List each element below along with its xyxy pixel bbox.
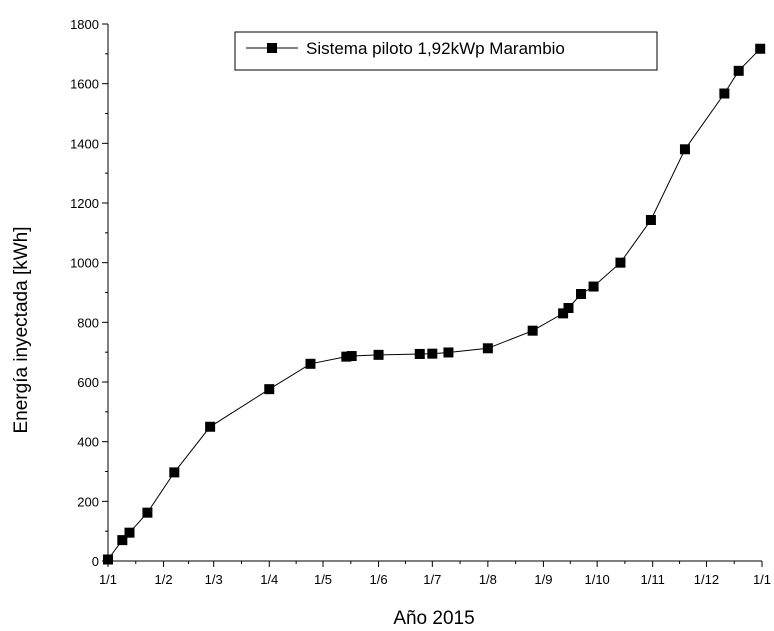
y-tick-label: 1000 [70, 256, 99, 271]
x-tick-label: 1/10 [584, 572, 609, 587]
data-point-marker [558, 308, 569, 319]
x-axis-label: Año 2015 [393, 608, 474, 629]
y-tick-label: 1200 [70, 196, 99, 211]
data-point-marker [576, 288, 587, 299]
y-tick-label: 1400 [70, 136, 99, 151]
x-tick-label: 1/5 [314, 572, 332, 587]
data-point-marker [205, 421, 216, 432]
data-point-marker [346, 351, 357, 362]
y-tick-label: 1600 [70, 77, 99, 92]
data-point-marker [563, 303, 574, 314]
x-tick-label: 1/6 [370, 572, 388, 587]
x-tick-label: 1/8 [479, 572, 497, 587]
data-point-marker [373, 349, 384, 360]
x-tick-label: 1/7 [423, 572, 441, 587]
data-point-marker [142, 507, 153, 518]
axis-ticks: 0 200 400 600 800 1000 1200 1400 1600 1800 1/1 1/2 1… [70, 17, 771, 587]
data-point-marker [755, 43, 766, 54]
data-point-marker [733, 65, 744, 76]
y-tick-label: 800 [77, 315, 99, 330]
x-tick-label: 1/3 [205, 572, 223, 587]
data-point-marker [305, 358, 316, 369]
data-point-marker [527, 325, 538, 336]
x-tick-label: 1/2 [155, 572, 173, 587]
x-tick-label: 1/9 [534, 572, 552, 587]
legend-box [234, 31, 658, 71]
x-tick-label: 1/12 [694, 572, 719, 587]
data-point-marker [615, 257, 626, 268]
legend-marker [267, 43, 277, 53]
legend-label: Sistema piloto 1,92kWp Marambio [306, 39, 565, 58]
data-point-marker [264, 384, 275, 395]
y-axis-label: Energía inyectada [kWh] [11, 227, 32, 434]
y-tick-label: 0 [92, 554, 99, 569]
data-point-marker [482, 343, 493, 354]
y-tick-label: 600 [77, 375, 99, 390]
y-tick-label: 1800 [70, 17, 99, 32]
data-point-marker [414, 348, 425, 359]
series-line [107, 48, 761, 560]
data-series [103, 43, 766, 565]
data-point-marker [588, 281, 599, 292]
x-tick-label: 1/11 [641, 572, 665, 587]
y-tick-label: 400 [77, 435, 99, 450]
legend: Sistema piloto 1,92kWp Marambio [234, 31, 658, 71]
x-tick-label: 1/1 [99, 572, 117, 587]
x-tick-label: 1/4 [260, 572, 278, 587]
data-point-marker [719, 88, 730, 99]
data-point-marker [124, 527, 135, 538]
data-point-marker [645, 215, 656, 226]
y-tick-label: 200 [77, 494, 99, 509]
data-point-marker [427, 348, 438, 359]
data-point-marker [117, 535, 128, 546]
axes [107, 24, 762, 562]
data-point-marker [679, 144, 690, 155]
data-point-marker [443, 347, 454, 358]
data-point-marker [169, 467, 180, 478]
data-point-marker [103, 554, 113, 565]
data-point-marker [341, 351, 352, 362]
x-tick-label: 1/1 [753, 572, 771, 587]
